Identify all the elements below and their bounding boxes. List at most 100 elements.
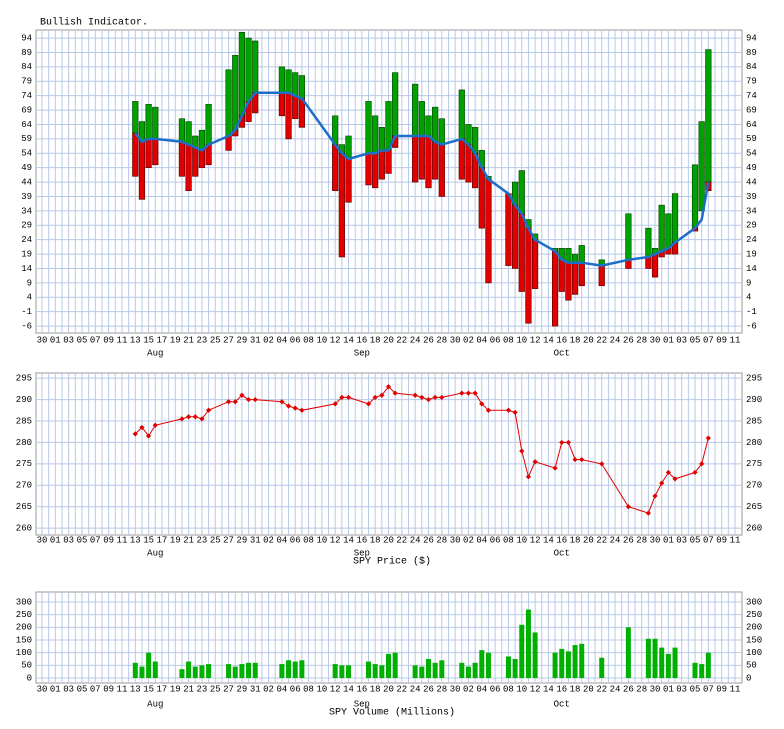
x-tick-label: 11: [730, 335, 741, 345]
x-tick-label: 14: [343, 535, 354, 545]
price-marker: [152, 422, 158, 428]
x-tick-label: 02: [463, 335, 474, 345]
x-tick-label: 30: [450, 684, 461, 694]
x-tick-label: 22: [596, 535, 607, 545]
x-tick-label: 12: [530, 335, 541, 345]
volume-bar: [625, 627, 631, 679]
x-tick-label: 04: [476, 535, 487, 545]
x-tick-label: 22: [596, 335, 607, 345]
y-tick-label-right: 295: [746, 374, 762, 384]
y-tick-label-right: -6: [746, 321, 757, 331]
y-tick-label-right: 44: [746, 177, 757, 187]
x-tick-label: 26: [623, 535, 634, 545]
bar-down: [152, 138, 159, 166]
x-tick-label: 05: [77, 335, 88, 345]
y-tick-label: 260: [16, 524, 32, 534]
x-tick-label: 04: [476, 335, 487, 345]
price-marker: [472, 390, 478, 396]
y-tick-label-right: 4: [746, 293, 751, 303]
y-tick-label: -6: [21, 321, 32, 331]
month-label: Aug: [147, 348, 163, 358]
bar-down: [425, 135, 432, 189]
x-tick-label: 15: [143, 335, 154, 345]
y-tick-label: 270: [16, 481, 32, 491]
y-tick-label: 29: [21, 221, 32, 231]
bar-up: [152, 106, 159, 140]
volume-bar: [579, 643, 585, 679]
price-marker: [132, 431, 138, 437]
chart-title: Bullish Indicator.: [40, 17, 148, 29]
y-tick-label: 74: [21, 91, 32, 101]
price-marker: [525, 474, 532, 480]
x-tick-label: 16: [356, 684, 367, 694]
volume-bar: [479, 650, 485, 679]
volume-bar: [199, 665, 205, 679]
x-tick-label: 22: [596, 684, 607, 694]
y-tick-label-right: 59: [746, 134, 757, 144]
price-marker: [599, 461, 605, 467]
x-tick-label: 03: [676, 684, 687, 694]
x-tick-label: 06: [490, 535, 501, 545]
price-marker: [465, 390, 472, 396]
volume-bar: [246, 662, 252, 679]
x-tick-label: 06: [290, 335, 301, 345]
bar-up: [278, 66, 285, 94]
x-tick-label: 28: [636, 684, 647, 694]
x-tick-label: 11: [117, 535, 128, 545]
price-marker: [252, 396, 258, 403]
price-marker: [232, 399, 238, 405]
volume-bar: [146, 652, 152, 679]
y-tick-label: 300: [16, 597, 32, 607]
price-marker: [379, 392, 385, 398]
y-tick-label-right: 29: [746, 221, 757, 231]
bar-down: [285, 92, 292, 140]
x-tick-label: 08: [303, 684, 314, 694]
y-tick-label: 275: [16, 459, 32, 469]
month-label: Oct: [554, 348, 570, 358]
volume-bar: [392, 652, 398, 679]
y-tick-label: 34: [21, 206, 32, 216]
y-tick-label: 89: [21, 48, 32, 58]
x-tick-label: 07: [703, 684, 714, 694]
x-tick-label: 21: [183, 335, 194, 345]
average-line: [134, 91, 710, 267]
y-tick-label-right: 275: [746, 459, 762, 469]
x-tick-label: 14: [543, 535, 554, 545]
x-tick-label: 07: [90, 335, 101, 345]
price-marker: [245, 396, 252, 403]
volume-bar: [572, 645, 578, 679]
x-tick-label: 15: [143, 535, 154, 545]
x-tick-label: 22: [396, 335, 407, 345]
x-tick-label: 31: [250, 684, 261, 694]
y-tick-label: 285: [16, 416, 32, 426]
bar-down: [565, 262, 572, 301]
price-marker: [512, 409, 518, 416]
x-tick-label: 27: [223, 335, 234, 345]
bar-up: [372, 115, 379, 154]
x-tick-label: 05: [690, 535, 701, 545]
bar-up: [225, 69, 232, 137]
x-tick-label: 07: [90, 535, 101, 545]
price-marker: [345, 394, 352, 401]
volume-bar: [599, 657, 605, 679]
bar-up: [625, 213, 632, 261]
bar-down: [478, 167, 485, 229]
x-tick-label: 18: [370, 335, 381, 345]
price-marker: [485, 407, 492, 413]
price-marker: [645, 510, 651, 516]
volume-bar: [252, 662, 258, 679]
y-tick-label: 24: [21, 235, 32, 245]
price-marker: [652, 493, 658, 499]
x-tick-label: 14: [543, 335, 554, 345]
y-tick-label: -1: [21, 307, 32, 317]
y-tick-label: 150: [16, 635, 32, 645]
month-label: Aug: [147, 699, 163, 709]
x-tick-label: 10: [316, 335, 327, 345]
bar-down: [458, 138, 465, 180]
x-tick-label: 31: [250, 535, 261, 545]
bar-up: [418, 101, 425, 137]
price-marker: [225, 399, 232, 405]
x-tick-label: 11: [117, 684, 128, 694]
y-tick-label-right: 84: [746, 62, 757, 72]
bar-down: [578, 262, 585, 287]
